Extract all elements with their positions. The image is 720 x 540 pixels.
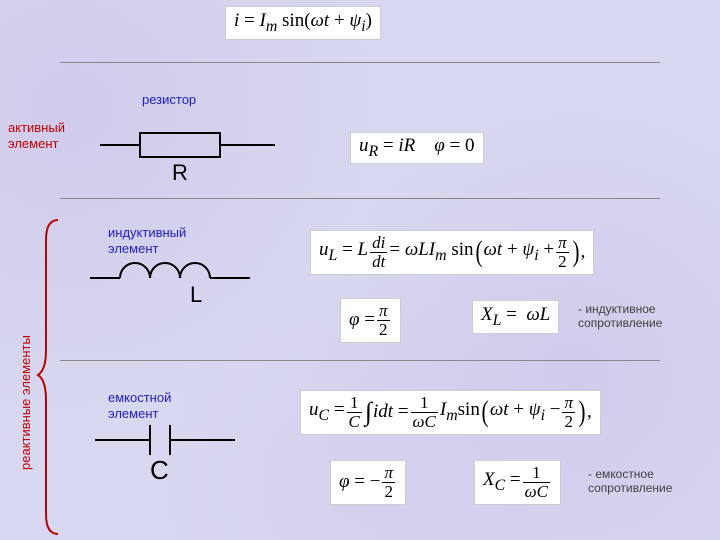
equation-inductor-main: uL = L didt = ωLIm sin ( ωt + ψi + π2 ) …: [310, 230, 594, 275]
label-inductor: индуктивный элемент: [108, 225, 218, 256]
label-reactive-elements: реактивные элементы: [18, 335, 33, 470]
label-active-element: активный элемент: [8, 120, 88, 151]
eq-text: uR = iR φ = 0: [359, 135, 475, 161]
equation-capacitor-XC: XC = 1ωC: [474, 460, 561, 505]
equation-capacitor-main: uC = 1C ∫ idt = 1ωC Imsin ( ωt + ψi − π2…: [300, 390, 601, 435]
note-capacitive-resistance: - емкостное сопротивление: [588, 468, 688, 496]
note-inductive-resistance: - индуктивное сопротивление: [578, 303, 678, 331]
divider-3: [60, 360, 660, 361]
label-capacitor: емкостной элемент: [108, 390, 208, 421]
integral-icon: ∫: [365, 402, 372, 422]
equation-inductor-phi: φ = π2: [340, 298, 401, 343]
equation-main-current: i = Im sin(ωt + ψi): [225, 6, 381, 40]
divider-2: [60, 198, 660, 199]
divider-1: [60, 62, 660, 63]
symbol-L: L: [190, 282, 202, 308]
symbol-C: C: [150, 455, 169, 486]
equation-capacitor-phi: φ = − π2: [330, 460, 406, 505]
equation-inductor-XL: XL = ωL: [472, 300, 559, 334]
inductor-symbol: [90, 258, 270, 288]
label-resistor: резистор: [142, 92, 212, 108]
capacitor-symbol: [95, 420, 255, 460]
symbol-R: R: [172, 160, 188, 186]
resistor-symbol: [100, 125, 300, 165]
equation-resistor: uR = iR φ = 0: [350, 132, 484, 164]
eq-text: i = Im sin(ωt + ψi): [234, 10, 372, 36]
brace-reactive: [38, 220, 68, 540]
